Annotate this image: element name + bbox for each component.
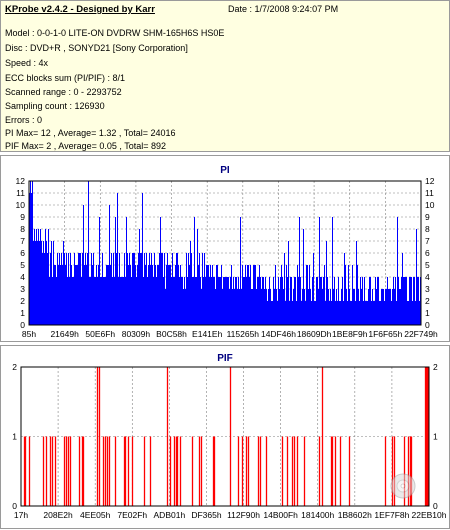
pi-y-tick-left: 10	[16, 200, 26, 210]
pif-y-tick-left: 0	[12, 501, 17, 511]
pif-x-tick: 7E02Fh	[117, 510, 147, 520]
pi-y-tick-right: 2	[425, 296, 430, 306]
pi-y-tick-right: 4	[425, 272, 430, 282]
sampling-line: Sampling count : 126930	[5, 101, 105, 111]
pi-y-tick-left: 9	[20, 212, 25, 222]
pif-x-tick: 14B00Fh	[263, 510, 298, 520]
pif-chart-title: PIF	[217, 353, 233, 364]
pi-x-tick: 115265h	[227, 329, 260, 339]
pi-y-tick-left: 1	[20, 308, 25, 318]
pi-x-tick: 80309h	[122, 329, 151, 339]
disc-icon	[390, 473, 416, 499]
model-line: Model : 0-0-1-0 LITE-ON DVDRW SHM-165H6S…	[5, 28, 225, 38]
pif-y-tick-right: 0	[433, 501, 438, 511]
pi-x-tick: 1F6F65h	[368, 329, 402, 339]
pif-x-tick: 181400h	[301, 510, 334, 520]
pi-x-tick: 85h	[22, 329, 36, 339]
pif-x-tick: 112F90h	[227, 510, 260, 520]
pif-chart-panel: PIF 0 1 2 0 1 2 17h 208E2h 4EE05h 7E02Fh ADB01h D…	[0, 345, 450, 529]
pi-y-tick-right: 3	[425, 284, 430, 294]
pif-y-tick-right: 1	[433, 432, 438, 442]
pif-y-axis-left: 0 1 2	[12, 362, 17, 511]
pi-x-tick: 22F749h	[404, 329, 438, 339]
pif-x-tick: 1B8602h	[338, 510, 372, 520]
pi-y-tick-right: 0	[425, 320, 430, 330]
pif-x-tick: DF365h	[191, 510, 222, 520]
pi-y-tick-right: 5	[425, 260, 430, 270]
pi-x-tick: 18609Dh	[297, 329, 332, 339]
pi-y-tick-left: 5	[20, 260, 25, 270]
pif-x-tick: 17h	[14, 510, 28, 520]
pi-y-tick-right: 12	[425, 176, 435, 186]
pi-y-tick-right: 11	[425, 188, 434, 198]
pif-chart: PIF 0 1 2 0 1 2 17h 208E2h 4EE05h 7E02Fh ADB01h D…	[12, 353, 447, 520]
pi-y-tick-left: 4	[20, 272, 25, 282]
disc-line: Disc : DVD+R , SONYD21 [Sony Corporation…	[5, 43, 188, 53]
speed-line: Speed : 4x	[5, 58, 49, 68]
scan-date: Date : 1/7/2008 9:24:07 PM	[228, 4, 339, 14]
pi-y-tick-left: 0	[20, 320, 25, 330]
pi-x-tick: 1BE8F9h	[332, 329, 368, 339]
pi-y-tick-right: 10	[425, 200, 435, 210]
pif-bars	[23, 367, 430, 506]
pi-summary-line: PI Max= 12 , Average= 1.32 , Total= 2401…	[5, 128, 176, 138]
range-line: Scanned range : 0 - 2293752	[5, 87, 122, 97]
pif-x-tick: 22EB10h	[412, 510, 447, 520]
pi-y-tick-right: 9	[425, 212, 430, 222]
pif-y-axis-right: 0 1 2	[433, 362, 438, 511]
pi-y-tick-right: 1	[425, 308, 430, 318]
pi-x-tick: E141Eh	[192, 329, 223, 339]
app-title: KProbe v2.4.2 - Designed by Karr	[5, 4, 155, 15]
pif-x-tick: ADB01h	[154, 510, 186, 520]
pi-y-tick-left: 7	[20, 236, 25, 246]
pi-y-tick-left: 6	[20, 248, 25, 258]
pi-x-tick: 21649h	[50, 329, 79, 339]
pi-plot-frame	[28, 180, 422, 326]
pi-chart-panel: PI 0 1 2 3 4 5 6 7 8 9 10 11 12 0 1 2 3 4 5 6 7 8 9 10 11 12 85h…	[0, 155, 450, 342]
info-panel: KProbe v2.4.2 - Designed by Karr Date : …	[0, 0, 450, 152]
pi-x-tick: B0C58h	[156, 329, 187, 339]
pif-x-axis: 17h 208E2h 4EE05h 7E02Fh ADB01h DF365h 112F90h…	[14, 510, 447, 520]
pif-plot-frame	[20, 366, 430, 507]
pi-y-tick-left: 12	[16, 176, 26, 186]
pif-y-tick-left: 1	[12, 432, 17, 442]
pi-y-tick-left: 8	[20, 224, 25, 234]
pif-y-tick-left: 2	[12, 362, 17, 372]
pi-y-tick-left: 11	[16, 188, 25, 198]
pi-bars	[29, 181, 421, 325]
pi-x-tick: 14DF46h	[261, 329, 296, 339]
pi-y-tick-left: 3	[20, 284, 25, 294]
pif-x-tick: 1EF7F8h	[374, 510, 409, 520]
pi-y-tick-right: 8	[425, 224, 430, 234]
pi-x-axis: 85h 21649h 50E6Fh 80309h B0C58h E141Eh 115265h…	[22, 329, 438, 339]
pif-y-tick-right: 2	[433, 362, 438, 372]
pi-chart-title: PI	[220, 165, 230, 176]
errors-line: Errors : 0	[5, 115, 43, 125]
pi-y-tick-right: 7	[425, 236, 430, 246]
pi-x-tick: 50E6Fh	[85, 329, 115, 339]
pif-x-tick: 4EE05h	[80, 510, 111, 520]
pi-y-tick-left: 2	[20, 296, 25, 306]
pif-x-tick: 208E2h	[43, 510, 73, 520]
pif-summary-line: PIF Max= 2 , Average= 0.05 , Total= 892	[5, 141, 167, 151]
ecc-line: ECC blocks sum (PI/PIF) : 8/1	[5, 73, 126, 83]
pi-y-tick-right: 6	[425, 248, 430, 258]
